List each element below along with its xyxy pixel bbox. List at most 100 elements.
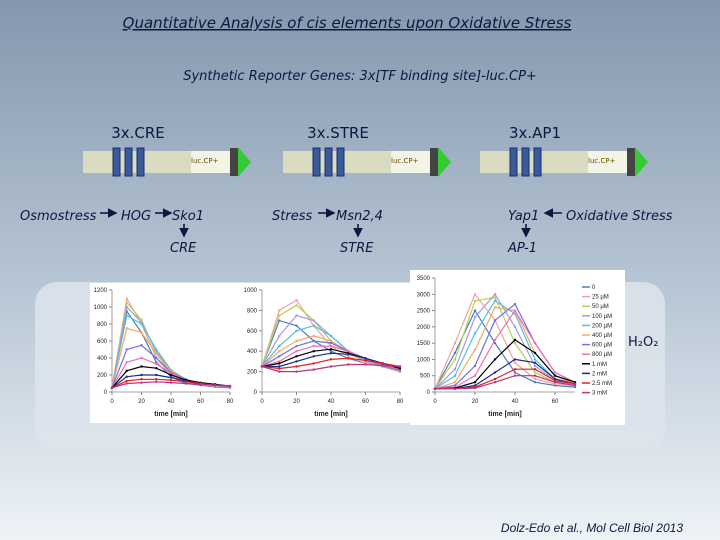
point	[453, 358, 457, 361]
point	[493, 341, 497, 345]
point	[140, 381, 143, 384]
x-tick-label: 0	[110, 399, 114, 405]
point	[155, 348, 158, 351]
point	[312, 368, 315, 371]
point	[125, 301, 128, 304]
point	[169, 373, 173, 377]
binding-site	[509, 147, 518, 177]
point	[312, 355, 315, 358]
gene-label: luc.CP+	[391, 157, 419, 165]
arrowhead	[238, 147, 251, 177]
point	[140, 373, 143, 377]
point	[329, 334, 333, 338]
legend-label: 2 mM	[592, 371, 607, 377]
point	[513, 302, 517, 306]
point	[493, 338, 497, 342]
point	[140, 318, 143, 321]
point	[347, 350, 350, 353]
point	[312, 319, 315, 322]
point	[513, 371, 517, 374]
y-tick-label: 400	[247, 349, 258, 355]
point	[513, 325, 517, 329]
point	[140, 331, 143, 334]
point	[140, 344, 143, 347]
point	[573, 384, 577, 387]
point	[553, 381, 557, 384]
pathway-label: Msn2,4	[336, 209, 383, 224]
point	[453, 387, 457, 390]
point	[169, 372, 173, 375]
point	[125, 379, 128, 383]
binding-site	[136, 147, 145, 177]
x-tick-label: 80	[227, 399, 234, 405]
pathway-label: Sko1	[172, 209, 204, 224]
x-tick-label: 40	[328, 399, 335, 405]
point	[278, 367, 281, 370]
point	[260, 365, 264, 368]
point	[493, 296, 497, 299]
x-tick-label: 0	[260, 399, 264, 405]
point	[140, 365, 143, 368]
binding-site	[312, 147, 321, 177]
point	[533, 358, 537, 361]
binding-site	[521, 147, 530, 177]
x-tick-label: 0	[433, 399, 437, 405]
point	[329, 350, 333, 353]
terminator	[430, 148, 438, 176]
point	[533, 341, 537, 345]
point	[295, 339, 298, 343]
legend-label: 1 mM	[592, 362, 607, 368]
series-line	[434, 309, 576, 389]
point	[533, 374, 537, 377]
constructs: 3x.CRE luc.CP+ 3x.STRE luc.CP+ 3x.AP1 luc.CP+	[83, 124, 648, 177]
point	[473, 348, 477, 351]
construct-name: 3x.CRE	[111, 124, 165, 142]
point	[347, 357, 350, 360]
y-tick-label: 1500	[417, 341, 431, 347]
point	[278, 319, 281, 322]
point	[533, 361, 537, 364]
construct-name: 3x.AP1	[509, 124, 561, 142]
point	[295, 360, 298, 363]
point	[295, 365, 298, 368]
x-axis-label: time [min]	[154, 411, 187, 418]
reporter	[191, 151, 231, 173]
pathway: Osmostress HOG Sko1 CRE Stress Msn2,4 ST…	[20, 208, 673, 256]
point	[295, 329, 298, 332]
binding-site	[112, 147, 121, 177]
point	[473, 293, 477, 296]
subtitle: Synthetic Reporter Genes: 3x[TF binding …	[183, 69, 537, 84]
point	[169, 376, 173, 379]
point	[533, 351, 537, 355]
point	[513, 341, 517, 345]
point	[473, 299, 477, 302]
point	[473, 386, 477, 390]
point	[140, 321, 143, 324]
point	[473, 315, 477, 319]
point	[295, 314, 298, 317]
point	[110, 386, 114, 389]
series-line	[435, 375, 576, 390]
point	[398, 365, 402, 368]
legend-label: 800 µM	[592, 352, 612, 358]
y-tick-label: 2000	[417, 325, 431, 331]
gene-label: luc.CP+	[191, 157, 219, 165]
point	[381, 362, 384, 365]
x-axis-label: time [min]	[314, 411, 347, 418]
series-line	[434, 339, 576, 390]
point	[295, 324, 298, 327]
y-tick-label: 600	[247, 329, 258, 335]
point	[513, 361, 517, 364]
point	[125, 327, 128, 330]
series-line	[434, 309, 576, 390]
arrowhead	[438, 147, 451, 177]
point	[295, 355, 298, 358]
point	[329, 344, 333, 348]
pathway-label: CRE	[170, 241, 197, 256]
arrowhead	[635, 147, 648, 177]
point	[278, 334, 281, 338]
point	[295, 350, 298, 353]
chart-background	[90, 283, 410, 423]
point	[533, 381, 537, 384]
